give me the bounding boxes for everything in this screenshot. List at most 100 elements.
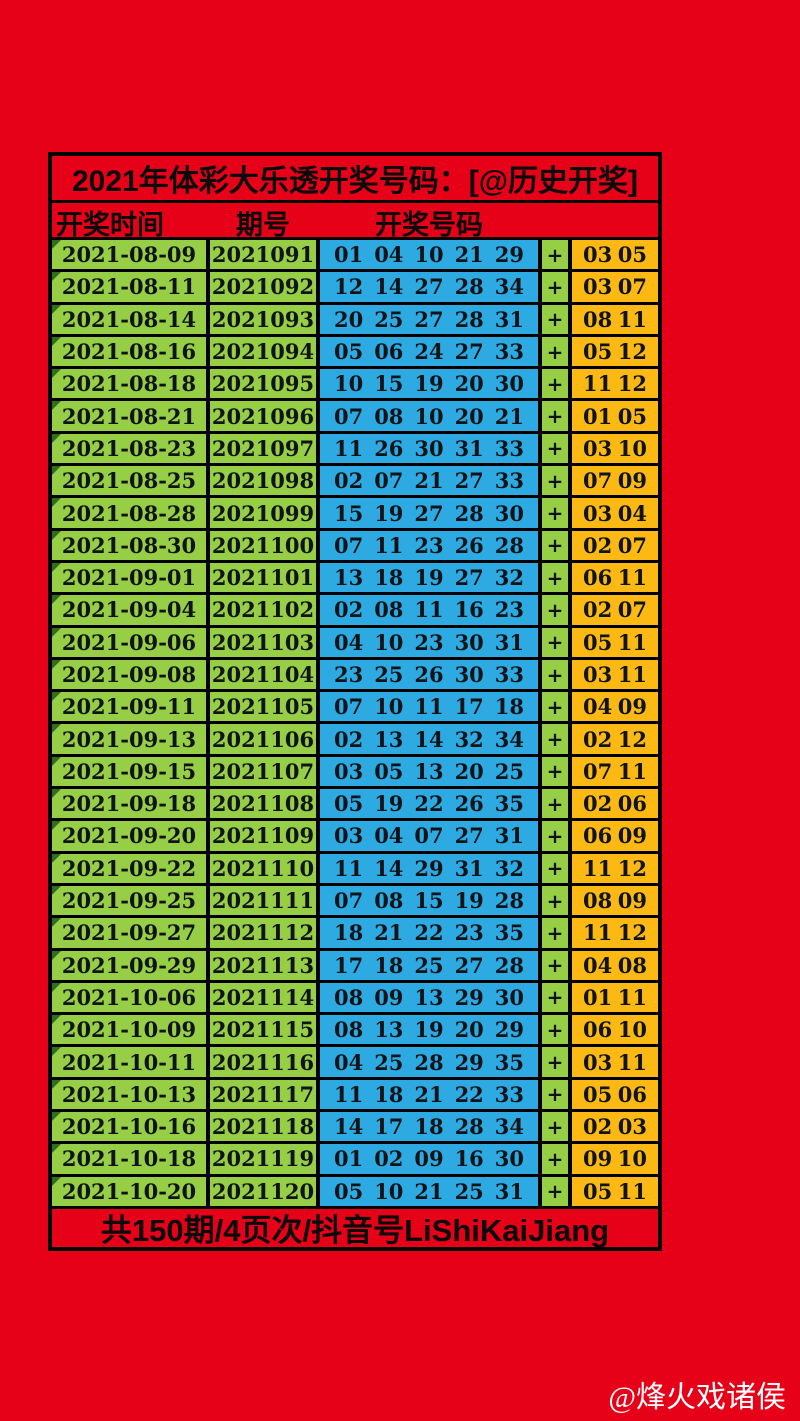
front-number: 14 xyxy=(334,1114,364,1140)
plus-separator: + xyxy=(542,724,568,754)
draw-date: 2021-10-09 xyxy=(52,1015,206,1045)
draw-date: 2021-09-27 xyxy=(52,918,206,948)
front-number: 21 xyxy=(414,1081,444,1107)
plus-separator: + xyxy=(542,401,568,431)
draw-period: 2021102 xyxy=(210,595,316,625)
back-number: 05 xyxy=(583,1081,613,1107)
back-number: 05 xyxy=(617,242,647,268)
table-row: 2021-09-15 2021107 03 05 13 20 25 + 07 11 xyxy=(52,756,658,787)
front-number: 25 xyxy=(374,1049,404,1075)
table-row: 2021-08-16 2021094 05 06 24 27 33 + 05 12 xyxy=(52,336,658,367)
plus-separator: + xyxy=(542,336,568,367)
back-number: 03 xyxy=(583,242,613,268)
table-row: 2021-09-27 2021112 18 21 22 23 35 + 11 12 xyxy=(52,918,658,948)
table-row: 2021-09-18 2021108 05 19 22 26 35 + 02 06 xyxy=(52,789,658,819)
front-number: 31 xyxy=(494,306,524,332)
draw-date: 2021-10-13 xyxy=(52,1079,206,1110)
front-number: 10 xyxy=(414,403,444,429)
draw-date: 2021-10-18 xyxy=(52,1144,206,1174)
front-numbers: 04 25 28 29 35 xyxy=(320,1047,538,1077)
front-number: 14 xyxy=(374,274,404,300)
back-number: 03 xyxy=(583,274,613,300)
front-number: 04 xyxy=(374,242,404,268)
front-number: 26 xyxy=(454,532,484,558)
draw-date: 2021-08-25 xyxy=(52,466,206,496)
plus-separator: + xyxy=(542,1079,568,1110)
back-number: 01 xyxy=(583,403,613,429)
front-numbers: 07 08 10 20 21 xyxy=(320,401,538,431)
front-number: 32 xyxy=(454,726,484,752)
plus-separator: + xyxy=(542,982,568,1013)
draw-period: 2021095 xyxy=(210,369,316,399)
draw-period: 2021098 xyxy=(210,466,316,496)
front-number: 33 xyxy=(494,662,524,687)
table-row: 2021-09-06 2021103 04 10 23 30 31 + 05 11 xyxy=(52,627,658,657)
front-number: 31 xyxy=(494,629,524,655)
back-number: 06 xyxy=(583,1017,613,1043)
draw-period: 2021110 xyxy=(210,853,316,883)
back-number: 11 xyxy=(583,855,613,881)
draw-period: 2021096 xyxy=(210,401,316,431)
front-number: 28 xyxy=(454,500,484,526)
table-row: 2021-08-18 2021095 10 15 19 20 30 + 11 12 xyxy=(52,369,658,399)
front-number: 24 xyxy=(414,339,444,365)
front-number: 07 xyxy=(334,694,364,720)
front-number: 12 xyxy=(334,274,364,300)
plus-separator: + xyxy=(542,498,568,528)
back-number: 12 xyxy=(617,371,647,397)
plus-separator: + xyxy=(542,1015,568,1045)
plus-separator: + xyxy=(542,853,568,883)
plus-separator: + xyxy=(542,950,568,980)
front-number: 11 xyxy=(334,855,364,881)
front-number: 23 xyxy=(414,532,444,558)
front-numbers: 01 02 09 16 30 xyxy=(320,1144,538,1174)
front-number: 21 xyxy=(494,403,524,429)
front-number: 05 xyxy=(334,791,364,817)
back-number: 05 xyxy=(617,403,647,429)
back-number: 12 xyxy=(617,855,647,881)
lottery-results-table: 2021年体彩大乐透开奖号码：[@历史开奖] 开奖时间 期号 开奖号码 2021… xyxy=(48,152,662,1251)
front-numbers: 23 25 26 30 33 xyxy=(320,659,538,690)
back-numbers: 06 09 xyxy=(572,821,658,851)
draw-date: 2021-09-13 xyxy=(52,724,206,754)
back-number: 10 xyxy=(617,435,647,461)
back-numbers: 03 11 xyxy=(572,1047,658,1077)
front-number: 07 xyxy=(374,468,404,494)
front-numbers: 18 21 22 23 35 xyxy=(320,918,538,948)
plus-separator: + xyxy=(542,562,568,593)
front-number: 11 xyxy=(334,1081,364,1107)
front-number: 07 xyxy=(414,823,444,849)
front-number: 30 xyxy=(494,500,524,526)
front-number: 15 xyxy=(414,888,444,914)
front-number: 13 xyxy=(374,726,404,752)
draw-date: 2021-09-11 xyxy=(52,692,206,722)
front-number: 25 xyxy=(494,758,524,784)
front-number: 35 xyxy=(494,920,524,946)
front-number: 16 xyxy=(454,1146,484,1172)
back-numbers: 08 11 xyxy=(572,304,658,334)
front-number: 27 xyxy=(414,306,444,332)
back-number: 05 xyxy=(583,629,613,655)
back-numbers: 05 11 xyxy=(572,1176,658,1206)
back-numbers: 02 07 xyxy=(572,595,658,625)
front-number: 34 xyxy=(494,1114,524,1140)
front-number: 29 xyxy=(494,242,524,268)
front-number: 01 xyxy=(334,242,364,268)
front-number: 28 xyxy=(454,306,484,332)
plus-separator: + xyxy=(542,885,568,916)
front-number: 27 xyxy=(454,468,484,494)
front-numbers: 15 19 27 28 30 xyxy=(320,498,538,528)
draw-date: 2021-09-15 xyxy=(52,756,206,787)
plus-separator: + xyxy=(542,466,568,496)
front-number: 10 xyxy=(414,242,444,268)
plus-separator: + xyxy=(542,659,568,690)
front-number: 28 xyxy=(414,1049,444,1075)
table-row: 2021-10-09 2021115 08 13 19 20 29 + 06 10 xyxy=(52,1015,658,1045)
front-numbers: 07 08 15 19 28 xyxy=(320,885,538,916)
front-number: 10 xyxy=(374,629,404,655)
front-numbers: 05 19 22 26 35 xyxy=(320,789,538,819)
draw-period: 2021099 xyxy=(210,498,316,528)
back-number: 12 xyxy=(617,339,647,365)
back-number: 02 xyxy=(583,726,613,752)
front-number: 23 xyxy=(494,597,524,623)
